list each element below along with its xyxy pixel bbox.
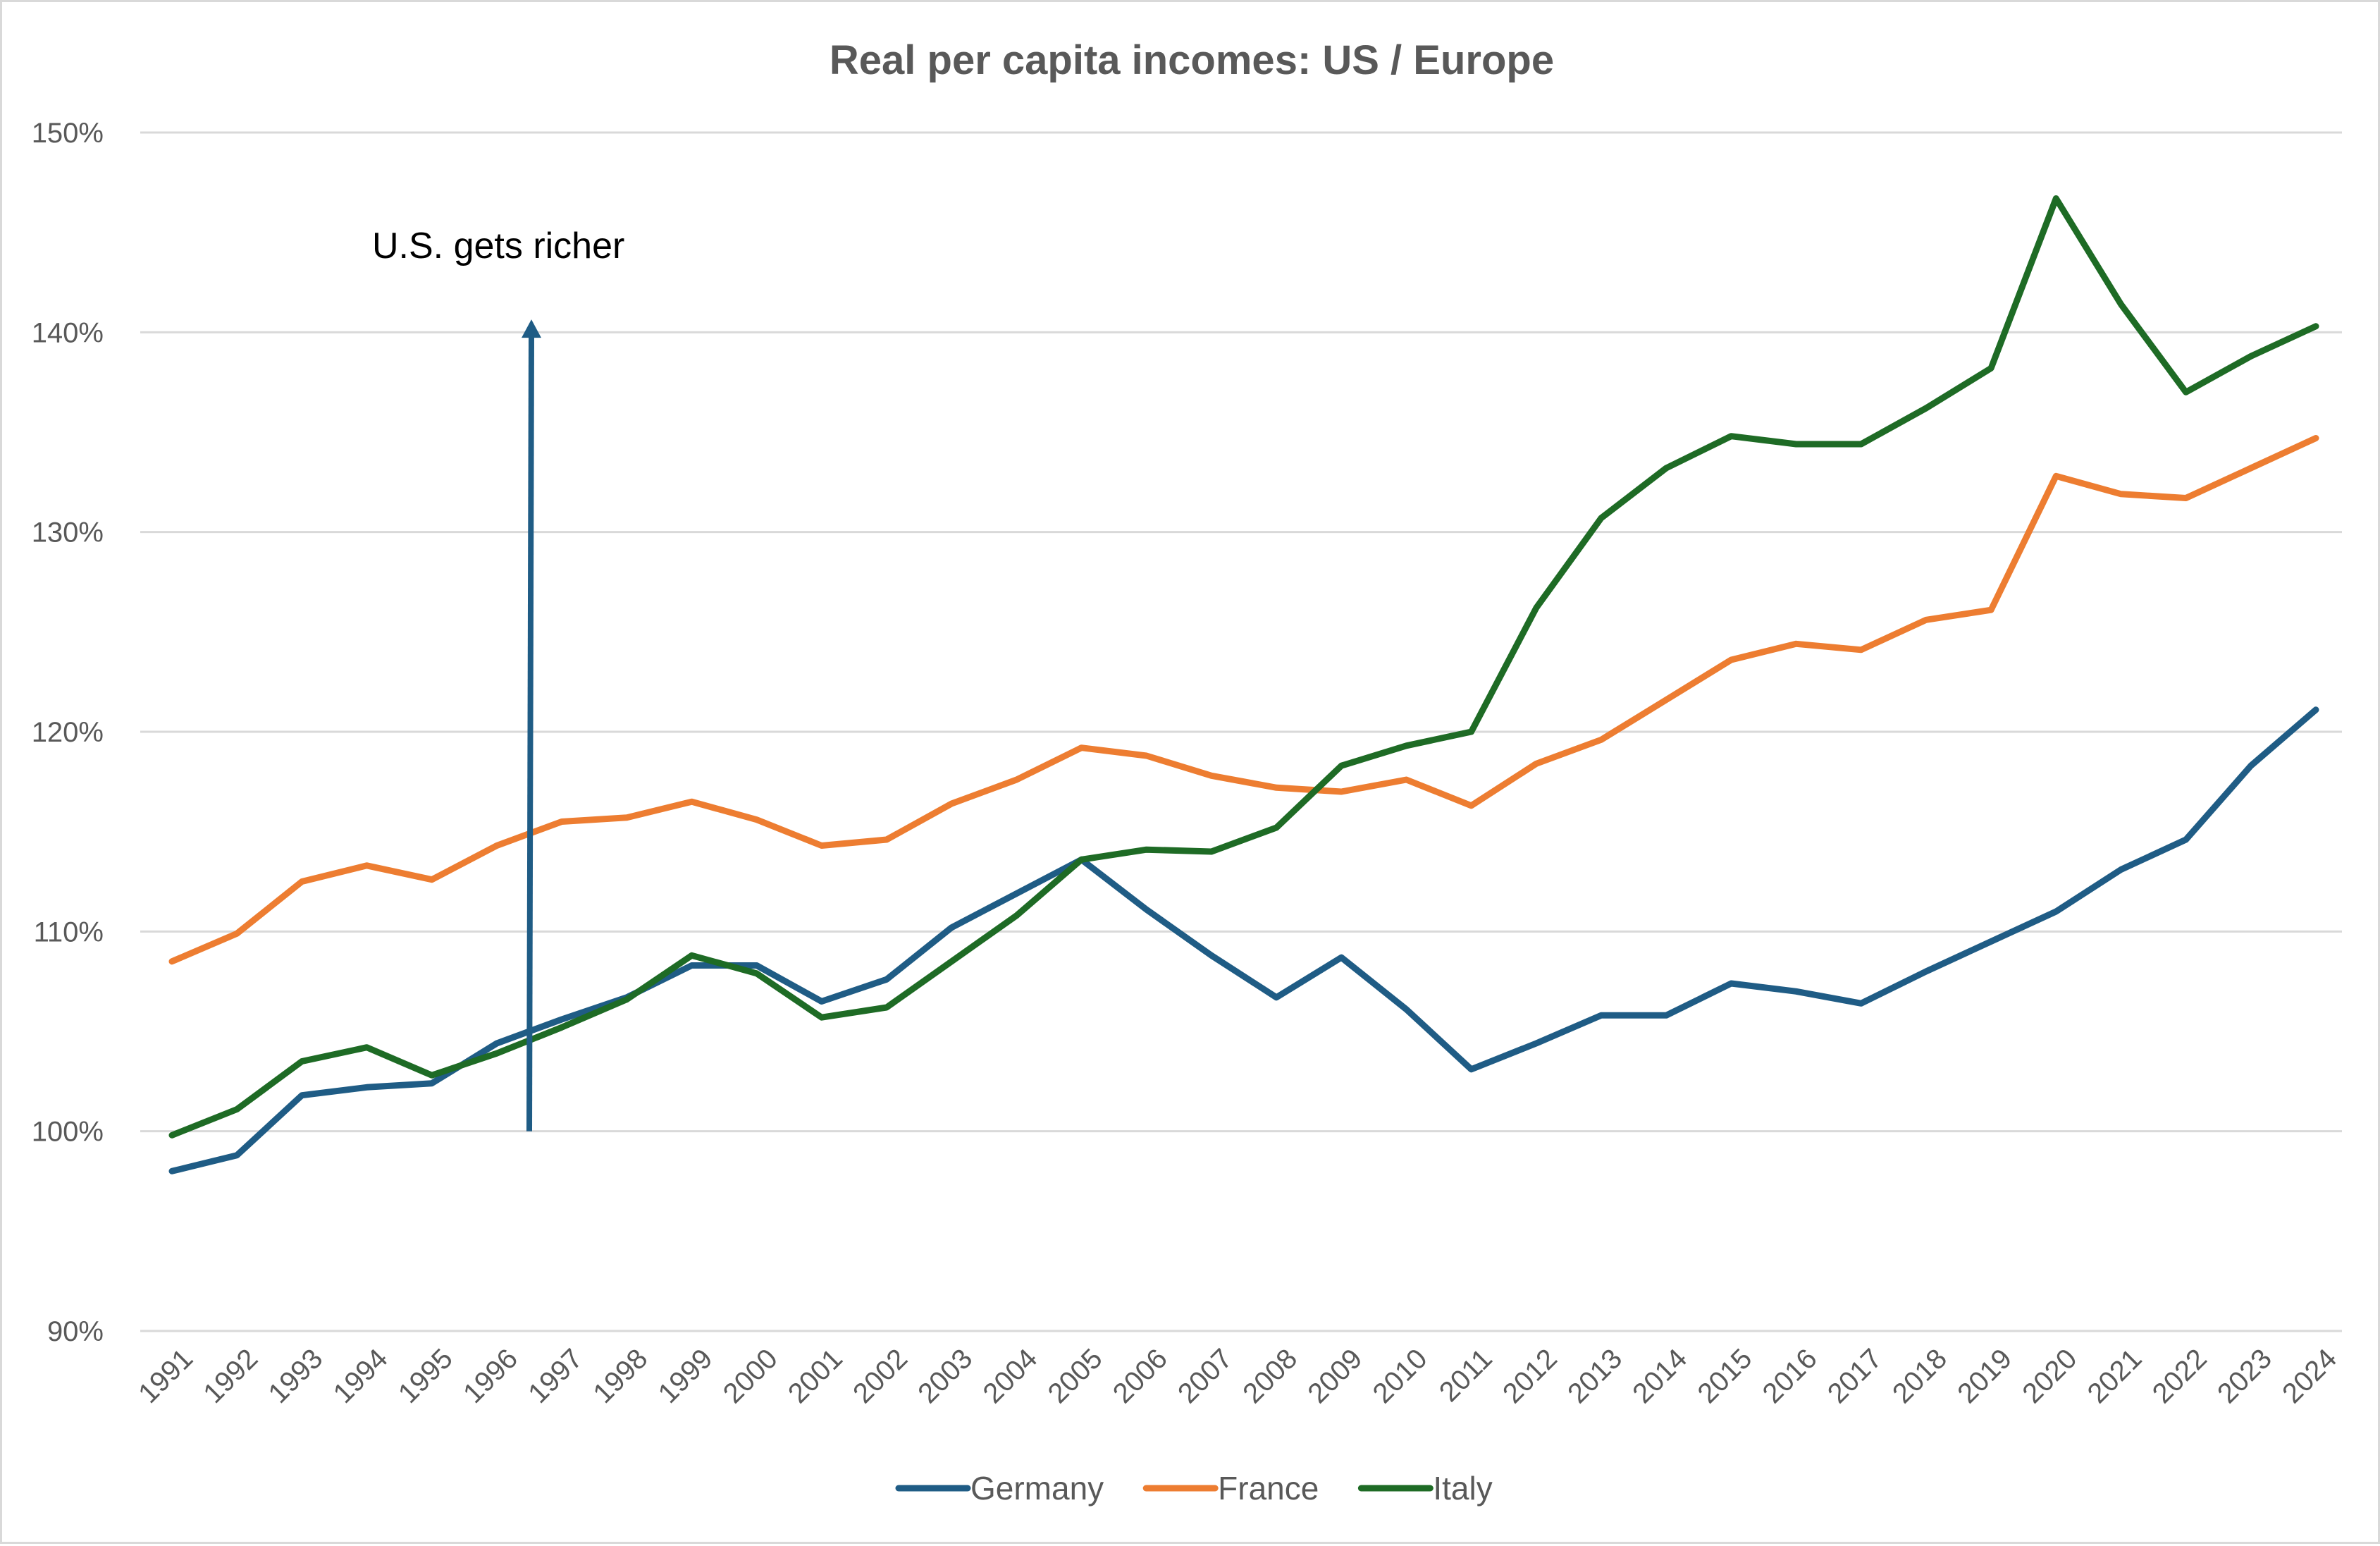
x-tick-label: 2019 [1952,1343,2018,1409]
series-germany [168,706,2319,1174]
legend-item-france: France [1142,1470,1319,1507]
legend-label: Italy [1433,1470,1492,1507]
y-tick-label: 110% [34,916,104,947]
x-tick-label: 2011 [1433,1343,1498,1408]
x-tick-label: 1995 [393,1343,459,1409]
x-tick-label: 1998 [587,1343,653,1409]
x-tick-label: 2008 [1237,1343,1303,1409]
x-tick-label: 2014 [1627,1343,1693,1409]
x-tick-label: 2024 [2276,1343,2343,1409]
legend-label: Germany [970,1470,1104,1507]
legend: Germany France Italy [895,1470,1493,1507]
x-tick-label: 2020 [2016,1343,2083,1409]
x-tick-label: 2001 [782,1343,849,1409]
x-tick-label: 2022 [2147,1343,2213,1409]
y-tick-label: 120% [32,717,104,748]
x-tick-label: 1994 [328,1343,394,1409]
annotations: U.S. gets richer [372,226,624,1131]
legend-item-italy: Italy [1357,1470,1493,1507]
x-tick-label: 2023 [2212,1343,2278,1409]
x-tick-label: 1992 [197,1343,264,1409]
x-tick-label: 2000 [717,1343,784,1409]
y-tick-label: 140% [32,317,104,348]
annotation-arrow-shaft [526,336,534,1131]
series-italy [168,195,2319,1139]
x-tick-label: 1999 [653,1343,719,1409]
x-tick-label: 2005 [1042,1343,1109,1409]
x-tick-label: 2021 [2082,1343,2148,1409]
x-tick-label: 2002 [847,1343,913,1409]
x-tick-label: 2015 [1691,1343,1758,1409]
legend-item-germany: Germany [895,1470,1104,1507]
x-tick-label: 2003 [912,1343,978,1409]
x-tick-label: 2018 [1887,1343,1953,1409]
x-axis-tick-labels: 1991199219931994199519961997199819992000… [132,1343,2343,1409]
x-tick-label: 2007 [1172,1343,1238,1409]
chart-title: Real per capita incomes: US / Europe [830,37,1554,83]
x-tick-label: 2016 [1757,1343,1823,1409]
x-tick-label: 1997 [522,1343,588,1409]
x-tick-label: 2013 [1562,1343,1628,1409]
y-tick-label: 100% [32,1117,104,1148]
gridlines [140,131,2342,1332]
x-tick-label: 1991 [132,1343,199,1409]
y-tick-label: 130% [32,517,104,548]
x-tick-label: 2009 [1302,1343,1368,1409]
x-tick-label: 2004 [977,1343,1043,1409]
series-line-france [168,435,2319,965]
x-tick-label: 2006 [1107,1343,1173,1409]
legend-label: France [1218,1470,1319,1507]
series-france [168,435,2319,965]
annotation-arrow-head [522,319,541,338]
annotation-arrow [522,319,541,1131]
annotation-label: U.S. gets richer [372,226,624,266]
series-line-italy [168,195,2319,1139]
y-tick-label: 90% [47,1316,104,1347]
y-axis-tick-labels: 90% 100% 110% 120% 130% 140% 150% [32,118,104,1347]
series-lines [168,195,2319,1174]
x-tick-label: 1996 [457,1343,524,1409]
x-tick-label: 2010 [1367,1343,1433,1409]
x-tick-label: 2017 [1822,1343,1888,1409]
x-tick-label: 1993 [262,1343,328,1409]
y-tick-label: 150% [32,118,104,149]
x-tick-label: 2012 [1497,1343,1563,1409]
